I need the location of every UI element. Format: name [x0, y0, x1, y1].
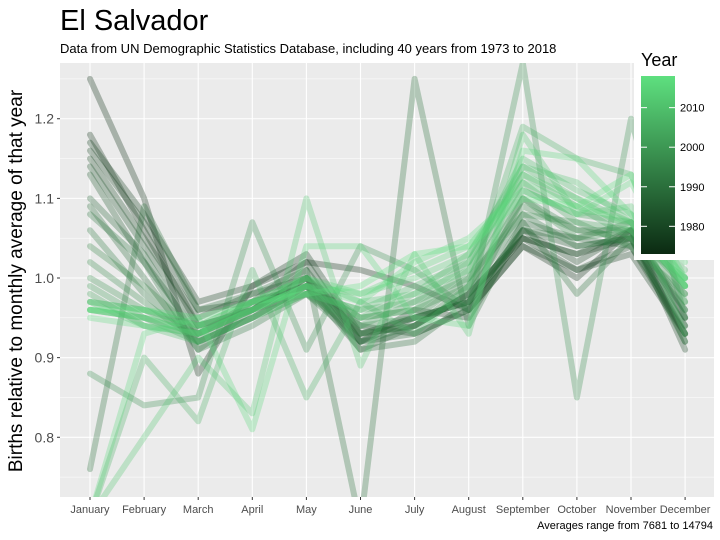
- series-line-1987: [87, 195, 689, 345]
- y-tick-label: 0.9: [35, 350, 55, 366]
- x-tick-label: October: [557, 504, 596, 516]
- series-line-2012: [99, 131, 689, 497]
- series-lines: [87, 63, 689, 497]
- x-tick-label: August: [452, 504, 486, 516]
- y-tick-label: 1.0: [35, 270, 55, 286]
- y-axis: 0.8 0.9 1.0 1.1 1.2: [35, 111, 60, 445]
- series-line-2017: [87, 179, 689, 337]
- legend-title: Year: [641, 50, 677, 70]
- series-line-2009: [87, 155, 689, 345]
- x-tick-label: January: [70, 504, 110, 516]
- series-line-1995: [87, 203, 689, 337]
- x-tick-label: November: [606, 504, 657, 516]
- series-line-2016: [92, 147, 689, 497]
- series-line-1998: [87, 63, 689, 409]
- series-line-1990: [87, 75, 689, 497]
- x-tick-label: September: [496, 504, 550, 516]
- series-line-2005: [87, 171, 689, 329]
- series-line-2011: [87, 163, 689, 337]
- series-line-1983: [87, 163, 689, 345]
- series-line-1977: [87, 139, 689, 337]
- series-line-2015: [87, 179, 689, 329]
- series-line-1985: [87, 171, 689, 353]
- x-tick-label: March: [183, 504, 214, 516]
- chart-caption: Averages range from 7681 to 14794: [537, 520, 713, 532]
- year-legend: Year 1980 1990 2000 2010: [634, 45, 714, 260]
- series-line-2007: [87, 163, 689, 337]
- plot-panel: [60, 63, 714, 497]
- series-line-2003: [87, 179, 689, 337]
- series-line-1979: [87, 147, 689, 353]
- y-tick-label: 0.8: [35, 429, 55, 445]
- x-tick-label: May: [296, 504, 317, 516]
- series-line-1975: [87, 131, 689, 337]
- chart-title: El Salvador: [60, 5, 209, 37]
- series-line-2001: [87, 187, 689, 345]
- series-line-1973: [87, 75, 689, 377]
- y-tick-label: 1.1: [35, 190, 55, 206]
- legend-tick-label: 2010: [680, 103, 704, 115]
- y-axis-label: Births relative to monthly average of th…: [6, 89, 27, 472]
- series-line-2018: [87, 171, 689, 321]
- legend-tick-label: 2000: [680, 142, 704, 154]
- series-line-1981: [87, 155, 689, 337]
- x-tick-label: June: [349, 504, 373, 516]
- legend-tick-label: 1980: [680, 221, 704, 233]
- chart-subtitle: Data from UN Demographic Statistics Data…: [60, 41, 556, 56]
- legend-color-bar: [641, 76, 675, 254]
- x-tick-label: December: [660, 504, 711, 516]
- series-line-1991: [87, 211, 689, 353]
- x-tick-label: February: [122, 504, 167, 516]
- series-line-2013: [87, 171, 689, 329]
- grid-lines: [60, 63, 714, 497]
- x-tick-label: April: [241, 504, 263, 516]
- x-tick-label: July: [405, 504, 425, 516]
- y-tick-label: 1.2: [35, 111, 55, 127]
- legend-tick-label: 1990: [680, 182, 704, 194]
- series-line-1989: [87, 203, 689, 353]
- series-line-1999: [87, 195, 689, 337]
- x-axis: January February March April May June July Augu…: [70, 497, 711, 516]
- series-line-2006: [93, 123, 689, 497]
- series-line-1997: [87, 211, 689, 345]
- series-line-1993: [87, 195, 689, 345]
